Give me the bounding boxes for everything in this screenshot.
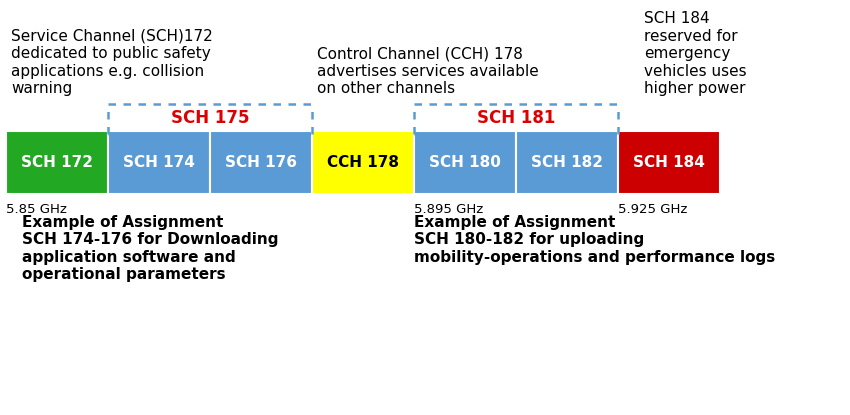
Text: SCH 176: SCH 176 [225, 155, 298, 170]
Text: SCH 175: SCH 175 [171, 108, 249, 127]
Text: CCH 178: CCH 178 [327, 155, 400, 170]
Text: SCH 184: SCH 184 [633, 155, 706, 170]
Text: 5.925 GHz: 5.925 GHz [618, 203, 688, 216]
Bar [312, 132, 414, 194]
Text: SCH 181: SCH 181 [477, 108, 555, 127]
Bar [618, 132, 720, 194]
Text: Example of Assignment
SCH 174-176 for Downloading
application software and
opera: Example of Assignment SCH 174-176 for Do… [21, 215, 278, 282]
Bar [108, 132, 210, 194]
Text: SCH 172: SCH 172 [21, 155, 94, 170]
Text: Example of Assignment
SCH 180-182 for uploading
mobility-operations and performa: Example of Assignment SCH 180-182 for up… [414, 215, 775, 265]
Text: 5.85 GHz: 5.85 GHz [6, 203, 67, 216]
Text: SCH 174: SCH 174 [123, 155, 196, 170]
Bar [414, 132, 516, 194]
Bar [516, 132, 618, 194]
Text: Service Channel (SCH)172
dedicated to public safety
applications e.g. collision
: Service Channel (SCH)172 dedicated to pu… [11, 29, 213, 96]
Text: 5.895 GHz: 5.895 GHz [414, 203, 484, 216]
Bar [6, 132, 108, 194]
Text: SCH 182: SCH 182 [531, 155, 604, 170]
Text: SCH 184
reserved for
emergency
vehicles uses
higher power: SCH 184 reserved for emergency vehicles … [643, 12, 746, 96]
Text: Control Channel (CCH) 178
advertises services available
on other channels: Control Channel (CCH) 178 advertises ser… [317, 46, 539, 96]
Bar [210, 132, 312, 194]
Text: SCH 180: SCH 180 [429, 155, 502, 170]
